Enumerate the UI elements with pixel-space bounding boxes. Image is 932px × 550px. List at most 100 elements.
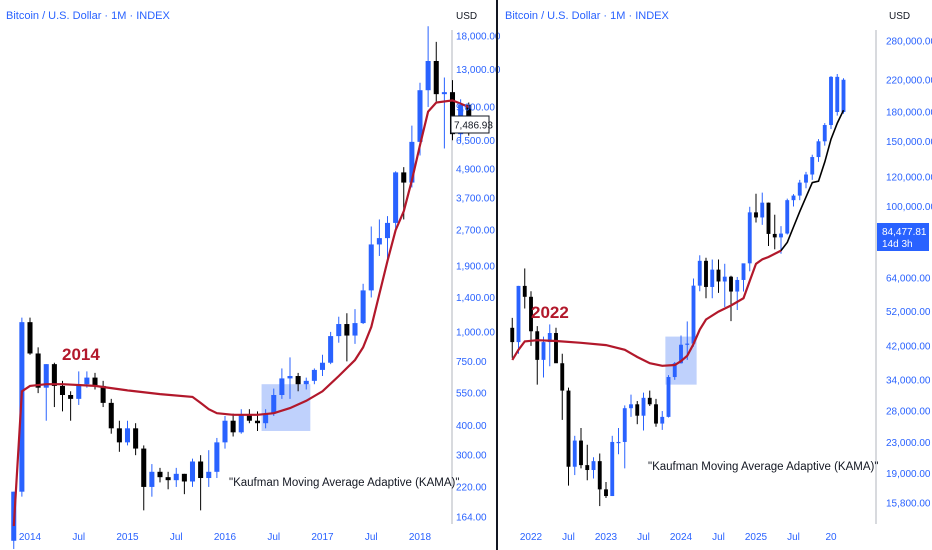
candle-body <box>535 331 540 360</box>
candle-body <box>804 174 808 183</box>
candle-body <box>616 441 621 444</box>
y-tick-label: 19,000.00 <box>886 469 931 480</box>
candle-body <box>522 285 527 297</box>
candle-body <box>722 276 727 282</box>
y-tick-label: 2,700.00 <box>456 226 495 237</box>
y-tick-label: 400.00 <box>456 421 487 432</box>
current-price-tag: 7,486.93 <box>450 115 493 134</box>
candle-body <box>585 465 590 471</box>
candle-body <box>149 471 155 487</box>
candle-body <box>797 182 802 196</box>
candle-31 <box>263 409 269 429</box>
candle-28 <box>238 409 244 434</box>
indicator-annotation: "Kaufman Moving Average Adaptive (KAMA)" <box>229 477 459 489</box>
candle-29 <box>246 409 252 424</box>
candle-body <box>84 377 90 385</box>
y-tick-label: 28,000.00 <box>886 407 931 418</box>
candle-body <box>685 343 690 345</box>
x-tick-label: Jul <box>170 532 183 543</box>
y-tick-label: 23,000.00 <box>886 438 931 449</box>
candle-body <box>368 244 374 291</box>
candle-body <box>835 76 840 113</box>
candle-20 <box>173 467 179 487</box>
candle-53 <box>441 77 447 149</box>
candle-15 <box>133 423 139 456</box>
candle-46 <box>384 216 391 261</box>
candle-31 <box>704 257 708 299</box>
candle-8 <box>560 353 565 420</box>
candle-body <box>635 404 640 416</box>
candle-36 <box>735 276 740 311</box>
candle-body <box>51 364 57 386</box>
candle-11 <box>579 427 583 469</box>
candle-body <box>401 172 407 183</box>
chart-title: Bitcoin / U.S. Dollar · 1M · INDEX <box>505 10 669 22</box>
candle-24 <box>660 411 665 430</box>
y-tick-label: 750.00 <box>456 357 487 368</box>
candle-body <box>173 473 179 481</box>
candle-body <box>35 353 41 388</box>
candle-body <box>319 362 326 370</box>
y-tick-label: 100,000.00 <box>886 202 932 213</box>
projected-candle-6 <box>822 123 827 146</box>
candle-body <box>516 285 521 343</box>
x-tick-label: 2015 <box>116 532 139 543</box>
x-tick-label: Jul <box>267 532 280 543</box>
candle-body <box>622 408 627 442</box>
candle-body <box>116 428 122 443</box>
x-tick-label: 2022 <box>520 532 543 543</box>
candle-3 <box>529 291 533 346</box>
candle-37 <box>311 368 317 385</box>
candle-body <box>141 448 147 487</box>
candle-18 <box>622 405 627 469</box>
price-tag-value: 84,477.81 <box>882 227 927 238</box>
candle-13 <box>116 420 122 452</box>
candle-body <box>747 212 752 264</box>
candle-body <box>716 269 721 282</box>
candle-body <box>579 440 583 466</box>
x-tick-label: Jul <box>562 532 575 543</box>
chart-title: Bitcoin / U.S. Dollar · 1M · INDEX <box>6 10 170 22</box>
candle-33 <box>716 259 721 293</box>
candle-body <box>449 92 456 135</box>
price-tag-box <box>877 223 929 251</box>
candle-41 <box>766 202 771 246</box>
candle-42 <box>352 309 358 344</box>
candle-body <box>59 385 66 395</box>
y-tick-label: 120,000.00 <box>886 173 932 184</box>
y-tick-label: 1,400.00 <box>456 293 495 304</box>
indicator-annotation: "Kaufman Moving Average Adaptive (KAMA)" <box>648 461 878 473</box>
candle-19 <box>165 471 171 490</box>
candle-body <box>27 322 33 354</box>
candle-16 <box>141 445 147 511</box>
y-tick-label: 550.00 <box>456 389 487 400</box>
candle-body <box>760 202 765 218</box>
x-tick-label: 2017 <box>311 532 334 543</box>
candle-body <box>68 394 74 399</box>
y-tick-label: 300.00 <box>456 451 487 462</box>
candle-body <box>816 141 821 158</box>
kama-line <box>511 249 782 367</box>
candle-body <box>510 327 515 343</box>
candle-body <box>336 324 342 337</box>
candle-body <box>425 61 431 91</box>
candle-body <box>198 461 204 479</box>
candle-17 <box>616 427 621 455</box>
candle-body <box>124 428 131 443</box>
candle-body <box>43 364 49 388</box>
candle-body <box>572 440 577 467</box>
x-tick-label: 20 <box>825 532 837 543</box>
candle-body <box>597 461 602 490</box>
candle-body <box>841 79 846 113</box>
x-tick-label: 2018 <box>409 532 432 543</box>
candle-22 <box>647 390 652 406</box>
y-tick-label: 34,000.00 <box>886 375 931 386</box>
y-tick-label: 1,900.00 <box>456 262 495 273</box>
candle-51 <box>425 26 431 107</box>
candle-32 <box>710 259 715 299</box>
chart-panel-2014: Bitcoin / U.S. Dollar · 1M · INDEX USD 18,… <box>6 10 501 549</box>
candle-body <box>287 376 293 379</box>
candle-body <box>810 157 815 175</box>
candle-body <box>666 377 671 417</box>
candle-47 <box>393 171 399 231</box>
